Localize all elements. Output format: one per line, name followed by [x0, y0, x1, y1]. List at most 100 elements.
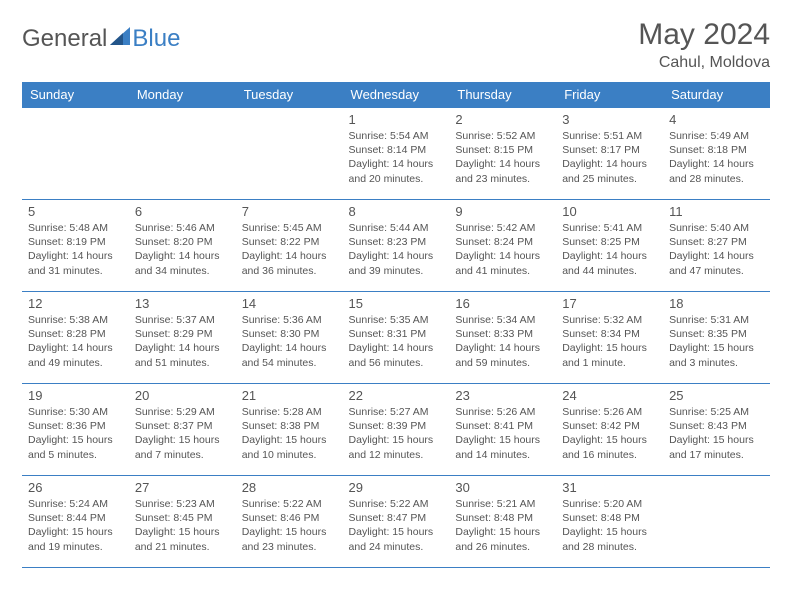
title-block: May 2024 Cahul, Moldova	[638, 18, 770, 72]
calendar-day-cell: 15 Sunrise: 5:35 AMSunset: 8:31 PMDayligh…	[343, 292, 450, 384]
day-info: Sunrise: 5:48 AMSunset: 8:19 PMDaylight:…	[28, 221, 123, 278]
day-number: 5	[28, 204, 123, 219]
calendar-day-cell: 18 Sunrise: 5:31 AMSunset: 8:35 PMDayligh…	[663, 292, 770, 384]
day-info: Sunrise: 5:38 AMSunset: 8:28 PMDaylight:…	[28, 313, 123, 370]
day-info: Sunrise: 5:49 AMSunset: 8:18 PMDaylight:…	[669, 129, 764, 186]
day-number: 29	[349, 480, 444, 495]
day-info: Sunrise: 5:51 AMSunset: 8:17 PMDaylight:…	[562, 129, 657, 186]
location-label: Cahul, Moldova	[638, 54, 770, 72]
calendar-day-cell: 25Sunrise: 5:25 AMSunset: 8:43 PMDayligh…	[663, 384, 770, 476]
day-number: 23	[455, 388, 550, 403]
calendar-day-cell: 4Sunrise: 5:49 AMSunset: 8:18 PMDaylight…	[663, 108, 770, 200]
day-number: 6	[135, 204, 230, 219]
calendar-day-cell: 16Sunrise: 5:34 AMSunset: 8:33 PMDayligh…	[449, 292, 556, 384]
day-number: 21	[242, 388, 337, 403]
day-info: Sunrise: 5:21 AMSunset: 8:48 PMDaylight:…	[455, 497, 550, 554]
calendar-day-cell: 17Sunrise: 5:32 AMSunset: 8:34 PMDayligh…	[556, 292, 663, 384]
day-number: 15	[349, 296, 444, 311]
day-info: Sunrise: 5:24 AMSunset: 8:44 PMDaylight:…	[28, 497, 123, 554]
day-number: 31	[562, 480, 657, 495]
day-number: 11	[669, 204, 764, 219]
calendar-week-row: 19 Sunrise: 5:30 AMSunset: 8:36 PMDayligh…	[22, 384, 770, 476]
day-number: 30	[455, 480, 550, 495]
day-info: Sunrise: 5:32 AMSunset: 8:34 PMDaylight:…	[562, 313, 657, 370]
sail-icon	[110, 26, 132, 54]
calendar-day-cell: 30 Sunrise: 5:21 AMSunset: 8:48 PMDayligh…	[449, 476, 556, 568]
day-number: 1	[349, 112, 444, 127]
day-info: Sunrise: 5:28 AMSunset: 8:38 PMDaylight:…	[242, 405, 337, 462]
calendar-day-cell: 2 Sunrise: 5:52 AMSunset: 8:15 PMDaylight…	[449, 108, 556, 200]
calendar-day-cell: 19 Sunrise: 5:30 AMSunset: 8:36 PMDayligh…	[22, 384, 129, 476]
day-info: Sunrise: 5:29 AMSunset: 8:37 PMDaylight:…	[135, 405, 230, 462]
day-number: 3	[562, 112, 657, 127]
day-number: 28	[242, 480, 337, 495]
brand-logo: General Blue	[22, 24, 180, 54]
weekday-header: Saturday	[663, 82, 770, 108]
calendar-day-cell: 5 Sunrise: 5:48 AMSunset: 8:19 PMDaylight…	[22, 200, 129, 292]
day-number: 7	[242, 204, 337, 219]
calendar-day-cell: 22 Sunrise: 5:27 AMSunset: 8:39 PMDayligh…	[343, 384, 450, 476]
calendar-day-cell: 3 Sunrise: 5:51 AMSunset: 8:17 PMDaylight…	[556, 108, 663, 200]
day-info: Sunrise: 5:41 AMSunset: 8:25 PMDaylight:…	[562, 221, 657, 278]
calendar-week-row: 26 Sunrise: 5:24 AMSunset: 8:44 PMDayligh…	[22, 476, 770, 568]
calendar-day-cell: 24 Sunrise: 5:26 AMSunset: 8:42 PMDayligh…	[556, 384, 663, 476]
day-info: Sunrise: 5:22 AMSunset: 8:46 PMDaylight:…	[242, 497, 337, 554]
day-number: 27	[135, 480, 230, 495]
day-number: 9	[455, 204, 550, 219]
day-number: 18	[669, 296, 764, 311]
calendar-day-cell: 1 Sunrise: 5:54 AMSunset: 8:14 PMDaylight…	[343, 108, 450, 200]
calendar-day-cell	[129, 108, 236, 200]
calendar-day-cell: 14 Sunrise: 5:36 AMSunset: 8:30 PMDayligh…	[236, 292, 343, 384]
calendar-day-cell	[663, 476, 770, 568]
calendar-day-cell: 11 Sunrise: 5:40 AMSunset: 8:27 PMDayligh…	[663, 200, 770, 292]
calendar-day-cell: 28 Sunrise: 5:22 AMSunset: 8:46 PMDayligh…	[236, 476, 343, 568]
day-info: Sunrise: 5:26 AMSunset: 8:42 PMDaylight:…	[562, 405, 657, 462]
calendar-table: SundayMondayTuesdayWednesdayThursdayFrid…	[22, 82, 770, 568]
day-number: 25	[669, 388, 764, 403]
day-number: 8	[349, 204, 444, 219]
day-info: Sunrise: 5:23 AMSunset: 8:45 PMDaylight:…	[135, 497, 230, 554]
day-info: Sunrise: 5:44 AMSunset: 8:23 PMDaylight:…	[349, 221, 444, 278]
day-info: Sunrise: 5:30 AMSunset: 8:36 PMDaylight:…	[28, 405, 123, 462]
weekday-header: Monday	[129, 82, 236, 108]
calendar-day-cell: 27 Sunrise: 5:23 AMSunset: 8:45 PMDayligh…	[129, 476, 236, 568]
calendar-day-cell: 21 Sunrise: 5:28 AMSunset: 8:38 PMDayligh…	[236, 384, 343, 476]
day-info: Sunrise: 5:27 AMSunset: 8:39 PMDaylight:…	[349, 405, 444, 462]
day-info: Sunrise: 5:34 AMSunset: 8:33 PMDaylight:…	[455, 313, 550, 370]
calendar-day-cell: 8 Sunrise: 5:44 AMSunset: 8:23 PMDaylight…	[343, 200, 450, 292]
calendar-header-row: SundayMondayTuesdayWednesdayThursdayFrid…	[22, 82, 770, 108]
weekday-header: Wednesday	[343, 82, 450, 108]
day-info: Sunrise: 5:35 AMSunset: 8:31 PMDaylight:…	[349, 313, 444, 370]
calendar-day-cell	[22, 108, 129, 200]
day-info: Sunrise: 5:37 AMSunset: 8:29 PMDaylight:…	[135, 313, 230, 370]
header: General Blue May 2024 Cahul, Moldova	[22, 18, 770, 72]
day-number: 19	[28, 388, 123, 403]
day-info: Sunrise: 5:45 AMSunset: 8:22 PMDaylight:…	[242, 221, 337, 278]
day-number: 22	[349, 388, 444, 403]
calendar-body: 1 Sunrise: 5:54 AMSunset: 8:14 PMDaylight…	[22, 108, 770, 568]
calendar-week-row: 5 Sunrise: 5:48 AMSunset: 8:19 PMDaylight…	[22, 200, 770, 292]
calendar-day-cell: 20 Sunrise: 5:29 AMSunset: 8:37 PMDayligh…	[129, 384, 236, 476]
day-number: 20	[135, 388, 230, 403]
calendar-day-cell: 31 Sunrise: 5:20 AMSunset: 8:48 PMDayligh…	[556, 476, 663, 568]
day-number: 26	[28, 480, 123, 495]
calendar-day-cell: 26 Sunrise: 5:24 AMSunset: 8:44 PMDayligh…	[22, 476, 129, 568]
day-number: 12	[28, 296, 123, 311]
calendar-day-cell: 9Sunrise: 5:42 AMSunset: 8:24 PMDaylight…	[449, 200, 556, 292]
day-number: 24	[562, 388, 657, 403]
day-info: Sunrise: 5:36 AMSunset: 8:30 PMDaylight:…	[242, 313, 337, 370]
day-info: Sunrise: 5:54 AMSunset: 8:14 PMDaylight:…	[349, 129, 444, 186]
day-info: Sunrise: 5:31 AMSunset: 8:35 PMDaylight:…	[669, 313, 764, 370]
calendar-day-cell: 7 Sunrise: 5:45 AMSunset: 8:22 PMDaylight…	[236, 200, 343, 292]
day-number: 10	[562, 204, 657, 219]
day-info: Sunrise: 5:26 AMSunset: 8:41 PMDaylight:…	[455, 405, 550, 462]
day-number: 14	[242, 296, 337, 311]
day-info: Sunrise: 5:20 AMSunset: 8:48 PMDaylight:…	[562, 497, 657, 554]
weekday-header: Sunday	[22, 82, 129, 108]
day-info: Sunrise: 5:52 AMSunset: 8:15 PMDaylight:…	[455, 129, 550, 186]
day-info: Sunrise: 5:40 AMSunset: 8:27 PMDaylight:…	[669, 221, 764, 278]
calendar-day-cell: 10 Sunrise: 5:41 AMSunset: 8:25 PMDayligh…	[556, 200, 663, 292]
calendar-week-row: 12 Sunrise: 5:38 AMSunset: 8:28 PMDayligh…	[22, 292, 770, 384]
brand-part1: General	[22, 25, 107, 53]
day-number: 2	[455, 112, 550, 127]
